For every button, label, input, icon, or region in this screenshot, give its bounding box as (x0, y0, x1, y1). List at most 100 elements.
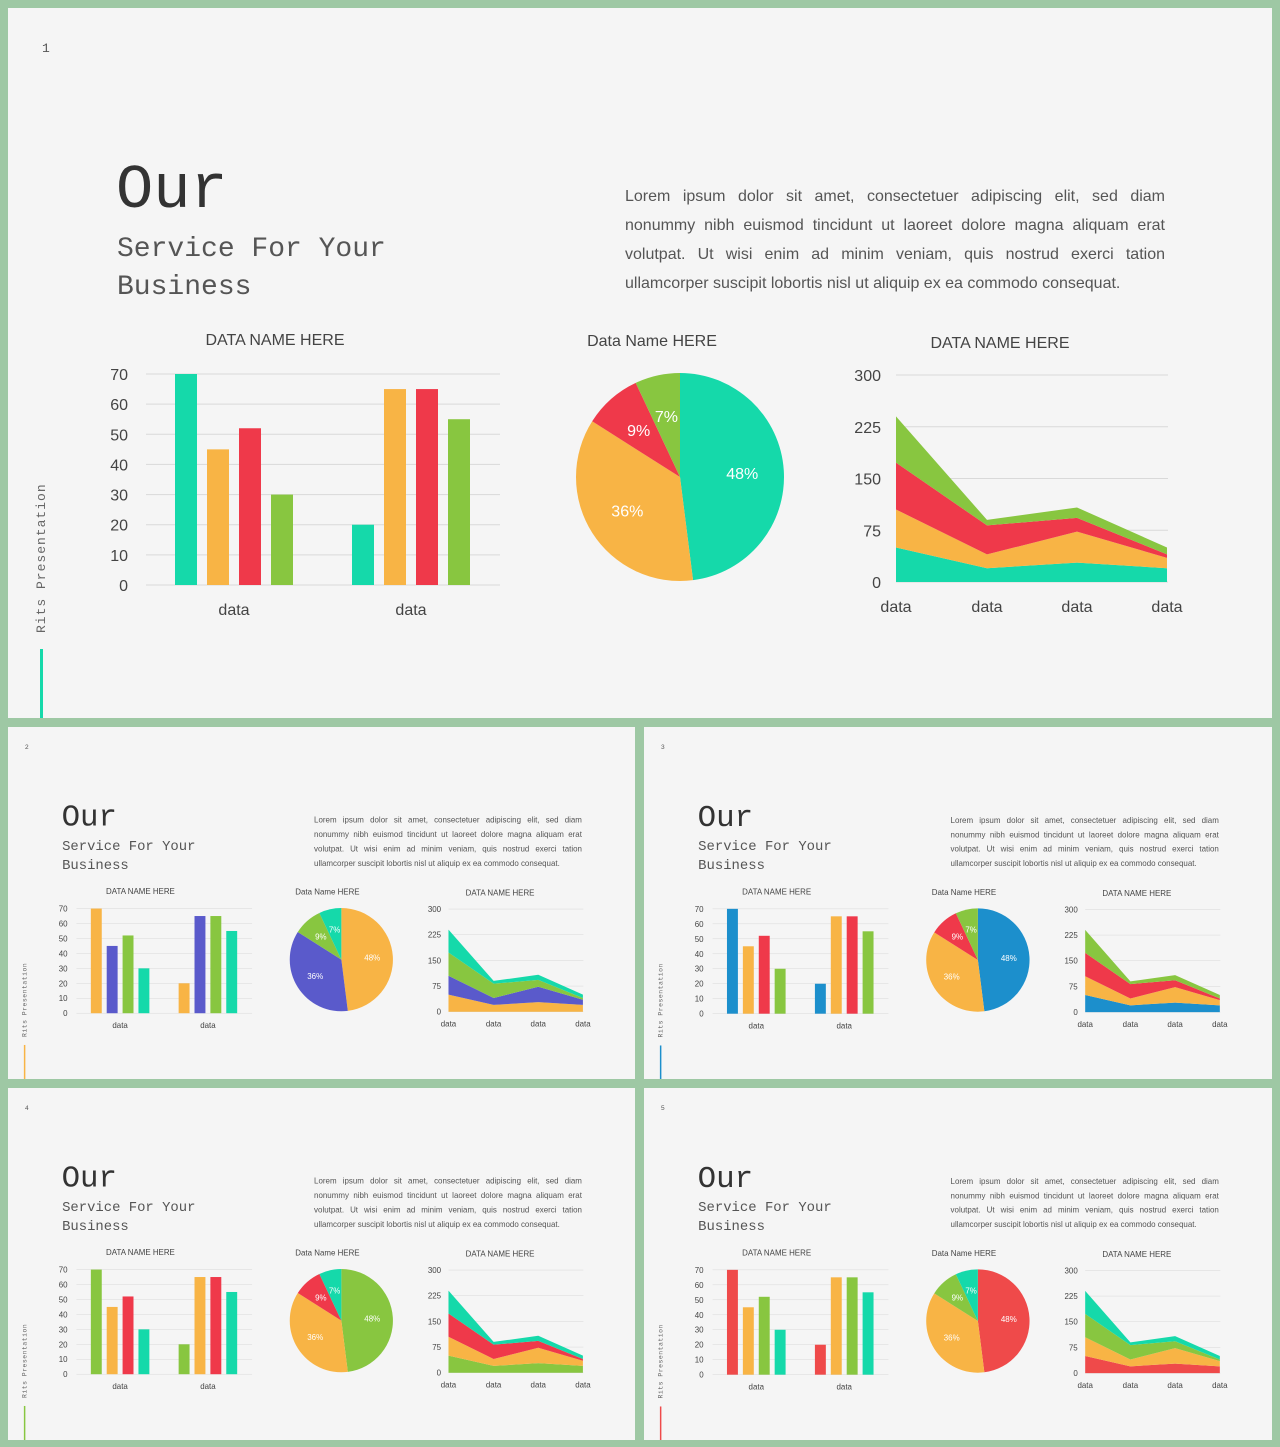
bar (814, 1344, 826, 1375)
pie-label: 36% (944, 973, 960, 982)
slide-subtitle: Service For Your Business (117, 234, 386, 303)
pie-slice (955, 1269, 978, 1322)
bar (846, 916, 858, 1014)
area-x-tick: data (441, 1381, 457, 1390)
page-number: 3 (660, 743, 665, 751)
area-y-tick: 300 (428, 905, 442, 914)
area-y-tick: 75 (1069, 1343, 1078, 1352)
bar (830, 1277, 842, 1375)
pie-slice (341, 908, 393, 1011)
bar-chart-title: DATA NAME HERE (206, 332, 345, 349)
slide-content: 3 Our Service For Your Business Lorem ipsum… (644, 727, 1272, 1079)
area-y-tick: 225 (428, 931, 442, 940)
area-chart-title: DATA NAME HERE (1102, 889, 1171, 898)
page-number: 2 (24, 743, 29, 751)
pie-slice (977, 1269, 1030, 1373)
bar (178, 983, 190, 1014)
slide-subtitle: Service For Your Business (62, 1200, 196, 1235)
bar (448, 419, 470, 585)
pie-label: 7% (965, 1287, 976, 1296)
slide-5[interactable]: 5 Our Service For Your Business Lorem ipsum… (644, 1088, 1272, 1440)
bar-y-tick: 70 (695, 1266, 704, 1275)
area-x-tick: data (1167, 1020, 1183, 1029)
area-series (1085, 995, 1220, 1013)
page-number: 5 (660, 1104, 665, 1112)
area-series (1085, 929, 1220, 999)
area-series (448, 1355, 583, 1373)
charts: DATA NAME HERE 0 10 20 30 40 50 60 70 data data Dat… (695, 887, 1228, 1030)
accent-line (23, 1044, 26, 1079)
area-x-tick: data (1061, 599, 1092, 616)
bar-y-tick: 40 (695, 950, 704, 959)
accent-line (40, 649, 43, 718)
body-text: Lorem ipsum dolor sit amet, consectetuer… (314, 1177, 582, 1229)
bar (758, 935, 770, 1014)
pie-slice (635, 373, 680, 477)
slide-1[interactable]: 1 Our Service For Your Business Lorem ipsum… (8, 8, 1272, 718)
bar-y-tick: 10 (59, 994, 68, 1003)
bar (194, 916, 206, 1014)
pie-slice (297, 912, 342, 960)
bar-chart-title: DATA NAME HERE (106, 887, 175, 896)
bar (194, 1277, 206, 1375)
area-series (1085, 1356, 1220, 1374)
bar-y-tick: 20 (695, 1341, 704, 1350)
pie-label: 36% (611, 503, 643, 520)
pie-slice (680, 373, 785, 581)
area-y-tick: 150 (1064, 1318, 1078, 1327)
bar (226, 1291, 238, 1375)
slide-title: Our (697, 1161, 754, 1197)
bar (138, 968, 150, 1014)
bar (726, 1269, 738, 1375)
area-x-tick: data (1077, 1381, 1093, 1390)
area-series (448, 1313, 583, 1361)
area-y-tick: 225 (1064, 931, 1078, 940)
bar-y-tick: 30 (110, 488, 128, 505)
area-x-tick: data (1167, 1381, 1183, 1390)
slide-4[interactable]: 4 Our Service For Your Business Lorem ipsum… (8, 1088, 635, 1440)
bar (106, 945, 118, 1014)
area-x-tick: data (575, 1381, 591, 1390)
bar-chart-title: DATA NAME HERE (106, 1248, 175, 1257)
bar-y-tick: 0 (63, 1370, 68, 1379)
area-y-tick: 300 (1064, 905, 1078, 914)
bar (814, 983, 826, 1014)
area-y-tick: 150 (854, 472, 881, 489)
slide-3[interactable]: 3 Our Service For Your Business Lorem ipsum… (644, 727, 1272, 1079)
pie-label: 9% (627, 423, 650, 440)
bar-x-tick: data (395, 602, 426, 619)
bar-y-tick: 10 (695, 995, 704, 1004)
bar (226, 930, 238, 1014)
area-y-tick: 0 (437, 1008, 442, 1017)
area-x-tick: data (1212, 1381, 1228, 1390)
pie-slice (934, 913, 978, 961)
bar-y-tick: 40 (59, 949, 68, 958)
pie-slice (926, 932, 985, 1012)
bar-x-tick: data (200, 1021, 216, 1030)
pie-chart-title: Data Name HERE (932, 1249, 996, 1258)
pie-label: 9% (315, 1293, 326, 1302)
bar (862, 1292, 874, 1375)
area-x-tick: data (575, 1020, 591, 1029)
bar (774, 968, 786, 1014)
pie-label: 48% (1001, 954, 1017, 963)
bar (90, 908, 102, 1014)
body-text: Lorem ipsum dolor sit amet, consectetuer… (950, 1177, 1219, 1230)
area-series (896, 547, 1167, 582)
bar-y-tick: 0 (63, 1009, 68, 1018)
bar (210, 916, 222, 1014)
area-series (448, 929, 583, 999)
pie-chart-title: Data Name HERE (295, 1249, 359, 1258)
charts: DATA NAME HERE 0 10 20 30 40 50 60 70 data data Dat… (695, 1248, 1228, 1391)
area-chart-title: DATA NAME HERE (1102, 1250, 1171, 1259)
bar-y-tick: 20 (59, 1340, 68, 1349)
slide-2[interactable]: 2 Our Service For Your Business Lorem ipsum… (8, 727, 635, 1079)
bar-x-tick: data (218, 602, 249, 619)
bar (207, 449, 229, 585)
area-y-tick: 300 (428, 1266, 442, 1275)
area-x-tick: data (441, 1020, 457, 1029)
bar-y-tick: 30 (695, 1326, 704, 1335)
pie-label: 48% (364, 954, 380, 963)
slide-title: Our (61, 799, 117, 836)
bar-y-tick: 70 (59, 905, 68, 914)
